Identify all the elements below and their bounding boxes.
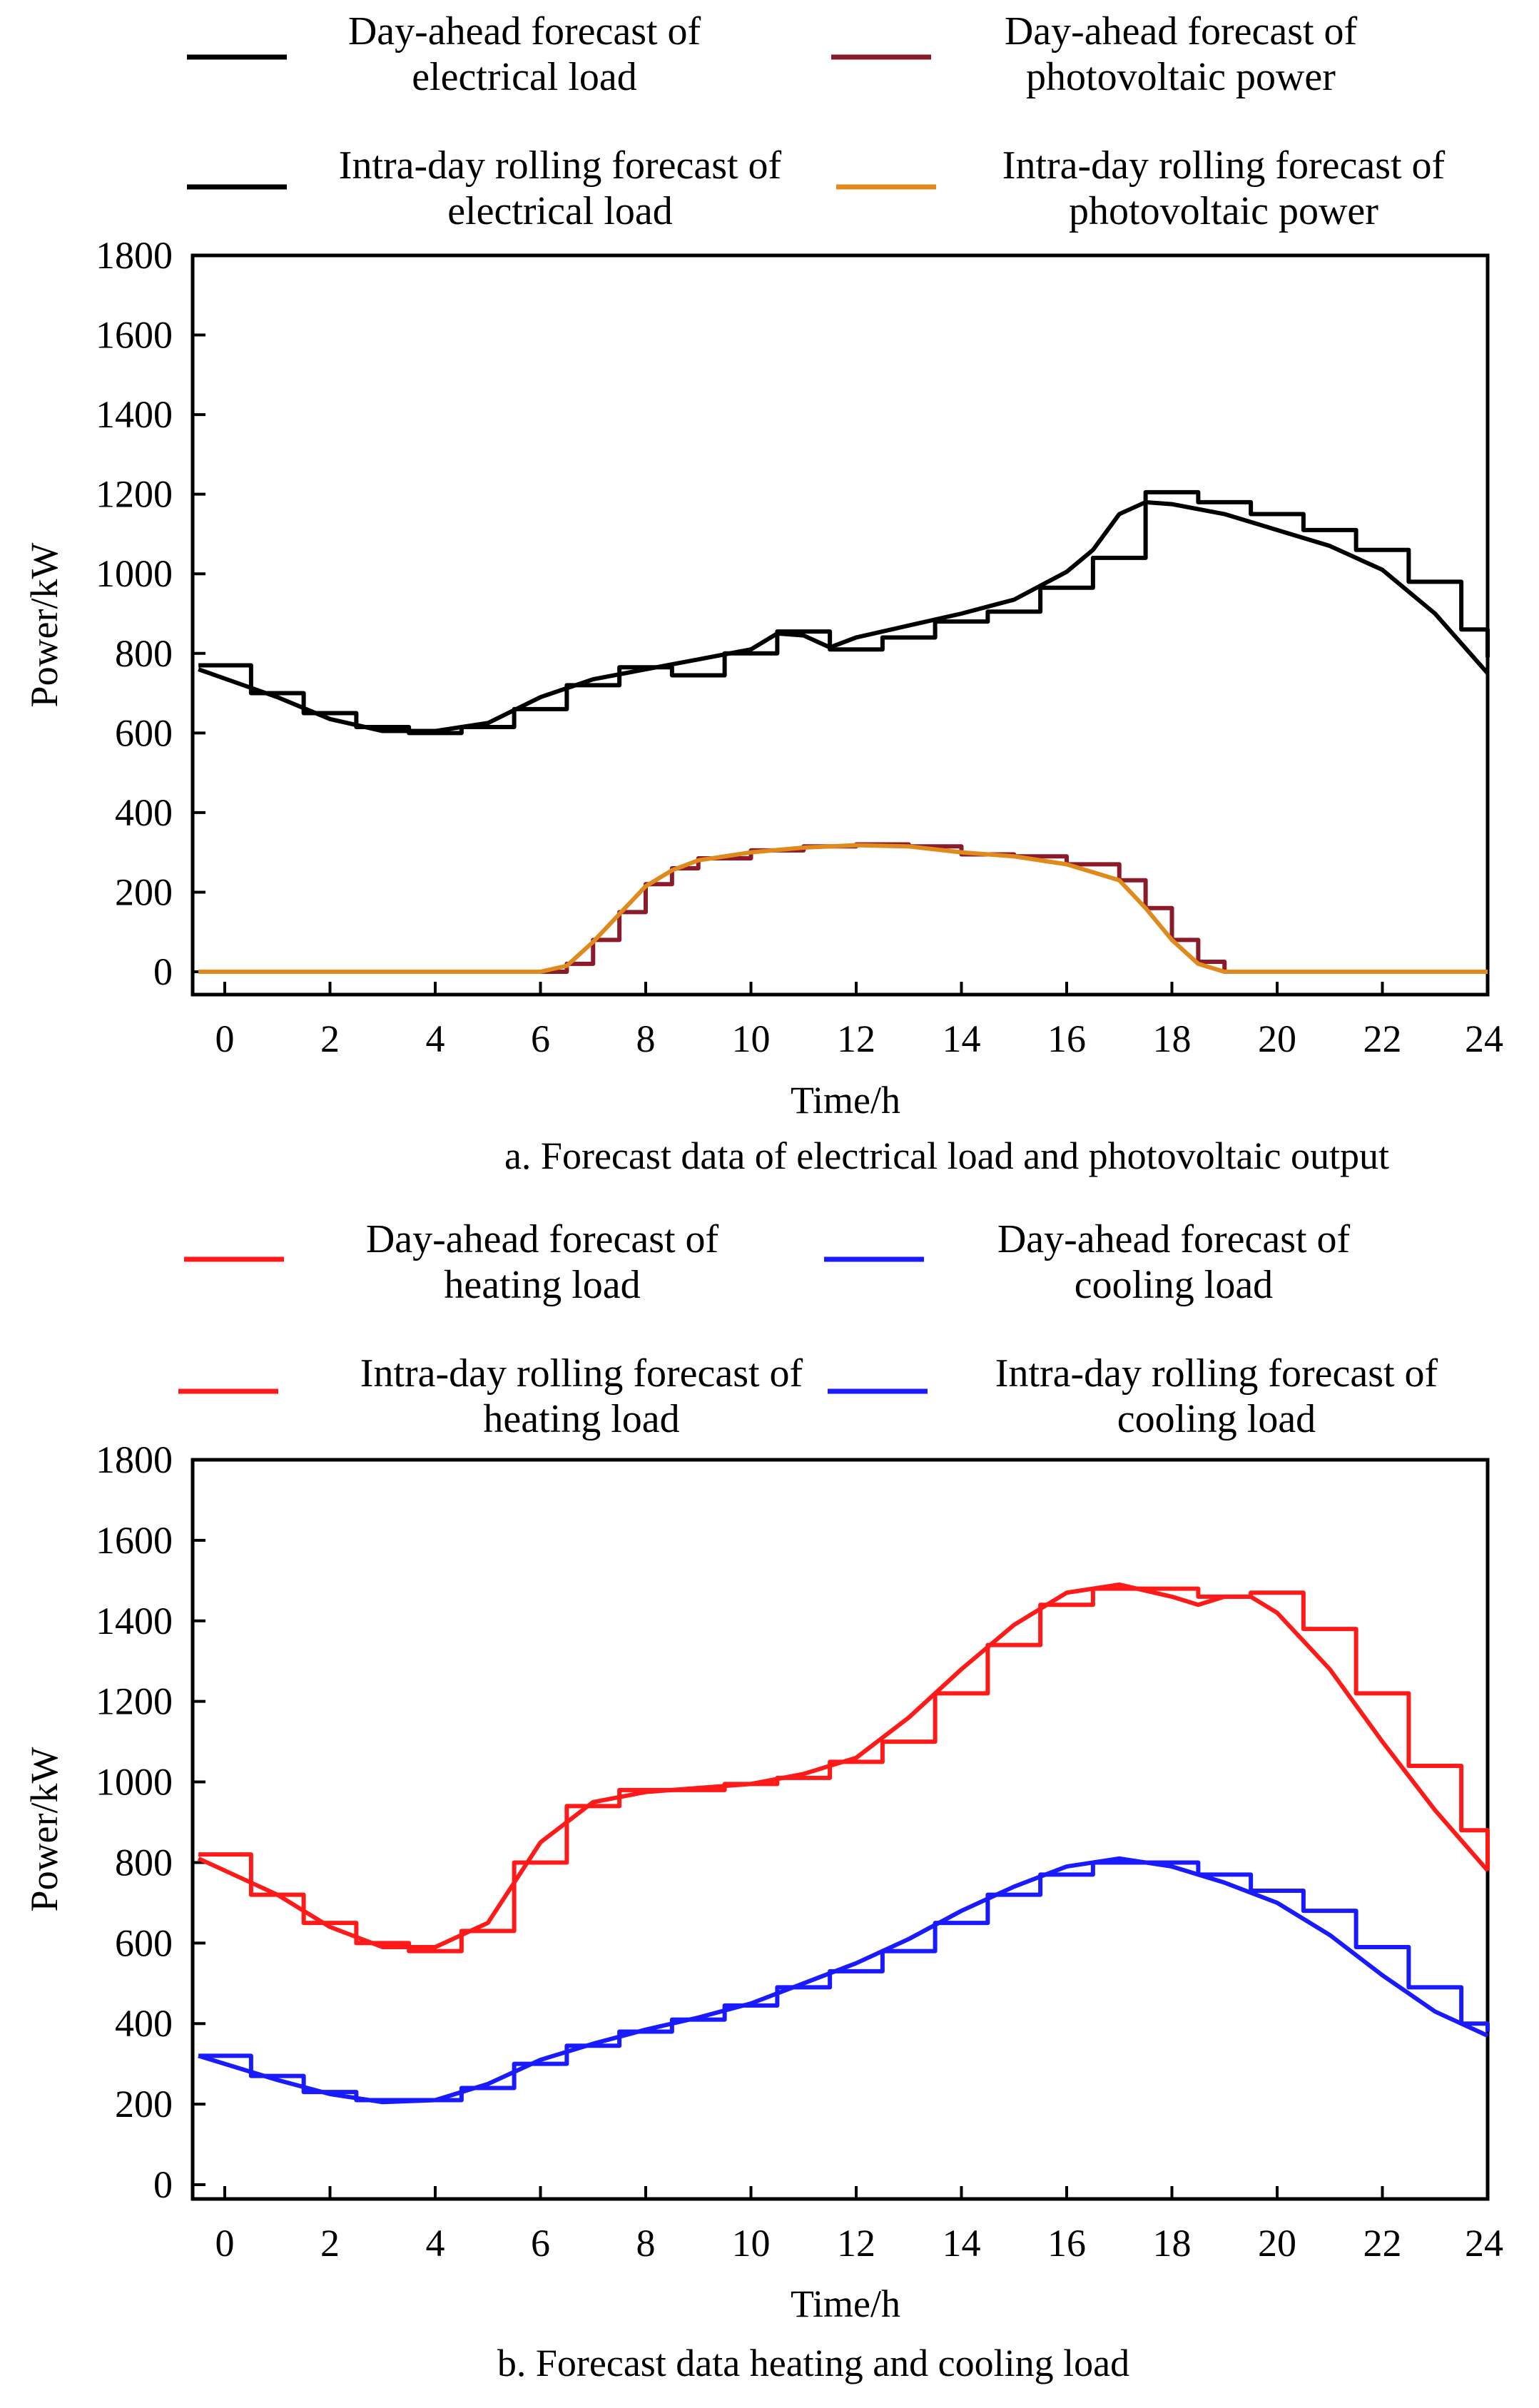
y-tick-label-a: 200 <box>115 870 173 913</box>
y-tick-label-b: 1200 <box>96 1680 173 1723</box>
plot-frame-a <box>191 253 1490 997</box>
y-tick-label-a: 600 <box>115 711 173 754</box>
y-tick-label-a: 1800 <box>96 234 173 277</box>
y-tick-label-a: 800 <box>115 632 173 675</box>
legend-label-intra-day-cooling-1: Intra-day rolling forecast of <box>995 1351 1438 1396</box>
y-tick-label-b: 0 <box>153 2163 173 2206</box>
y-tick-label-b: 800 <box>115 1841 173 1884</box>
series-a <box>198 489 1490 974</box>
x-axis-label-a: Time/h <box>791 1079 900 1122</box>
legend-label-day-ahead-pv-1: Day-ahead forecast of <box>1005 9 1358 54</box>
y-tick-label-b: 600 <box>115 1921 173 1964</box>
legend-b: Day-ahead forecast of heating load Day-a… <box>178 1217 1438 1441</box>
y-tick-label-a: 1000 <box>96 552 173 595</box>
x-tick-label-b: 24 <box>1465 2222 1503 2265</box>
x-tick-label-b: 0 <box>215 2222 235 2265</box>
series-line-a-0 <box>198 489 1490 736</box>
legend-label-day-ahead-cooling-2: cooling load <box>1075 1263 1273 1307</box>
series-line-b-2 <box>198 1860 1490 2103</box>
legend-label-day-ahead-electrical-2: electrical load <box>412 55 637 99</box>
series-b <box>197 1582 1490 2105</box>
y-tick-label-a: 0 <box>153 950 173 993</box>
legend-label-intra-day-pv-2: photovoltaic power <box>1069 189 1378 233</box>
panel-b: Day-ahead forecast of heating load Day-a… <box>23 1217 1503 2384</box>
panel-a: Day-ahead forecast of electrical load Da… <box>23 9 1503 1177</box>
y-tick-label-b: 200 <box>115 2083 173 2125</box>
x-tick-label-a: 20 <box>1258 1017 1296 1060</box>
series-line-b-0 <box>198 1586 1490 1954</box>
series-line-a-1 <box>198 499 1490 733</box>
legend-label-day-ahead-cooling-1: Day-ahead forecast of <box>997 1217 1351 1261</box>
y-tick-label-a: 400 <box>115 791 173 834</box>
legend-label-intra-day-heating-1: Intra-day rolling forecast of <box>360 1351 803 1396</box>
x-axis-label-b: Time/h <box>791 2282 900 2325</box>
legend-label-day-ahead-heating-1: Day-ahead forecast of <box>366 1217 719 1261</box>
x-tick-label-a: 4 <box>426 1017 445 1060</box>
y-tick-label-b: 1800 <box>96 1438 173 1481</box>
caption-b: b. Forecast data heating and cooling loa… <box>497 2342 1129 2384</box>
x-tick-label-b: 12 <box>837 2222 875 2265</box>
x-tick-label-b: 2 <box>320 2222 340 2265</box>
x-tick-label-b: 6 <box>531 2222 550 2265</box>
y-tick-label-a: 1200 <box>96 473 173 516</box>
y-tick-label-b: 1400 <box>96 1600 173 1642</box>
legend-label-day-ahead-electrical-1: Day-ahead forecast of <box>348 9 701 54</box>
x-tick-label-a: 6 <box>531 1017 550 1060</box>
x-tick-label-b: 20 <box>1258 2222 1296 2265</box>
series-line-a-3 <box>198 843 1488 974</box>
legend-a: Day-ahead forecast of electrical load Da… <box>187 9 1446 233</box>
series-line-b-3 <box>198 1856 1489 2105</box>
x-tick-label-a: 0 <box>215 1017 235 1060</box>
series-line-b-1 <box>197 1582 1490 1949</box>
legend-label-day-ahead-heating-2: heating load <box>444 1263 640 1307</box>
plot-frame-b <box>191 1458 1490 2201</box>
x-tick-label-b: 8 <box>636 2222 656 2265</box>
caption-a: a. Forecast data of electrical load and … <box>504 1134 1389 1177</box>
x-tick-label-a: 16 <box>1047 1017 1086 1060</box>
x-tick-label-a: 2 <box>320 1017 340 1060</box>
x-tick-label-b: 10 <box>732 2222 771 2265</box>
y-tick-label-a: 1400 <box>96 393 173 436</box>
y-tick-label-b: 1000 <box>96 1761 173 1804</box>
x-tick-label-a: 10 <box>732 1017 771 1060</box>
legend-label-intra-day-heating-2: heating load <box>483 1397 679 1441</box>
y-axis-label-a: Power/kW <box>23 542 66 707</box>
legend-label-intra-day-cooling-2: cooling load <box>1117 1397 1316 1441</box>
x-tick-label-b: 18 <box>1153 2222 1192 2265</box>
y-axis-label-b: Power/kW <box>23 1747 66 1911</box>
legend-label-intra-day-electrical-2: electrical load <box>447 189 673 233</box>
x-tick-label-a: 12 <box>837 1017 875 1060</box>
y-tick-label-b: 1600 <box>96 1519 173 1562</box>
x-tick-label-b: 22 <box>1363 2222 1402 2265</box>
x-tick-label-a: 14 <box>943 1017 981 1060</box>
x-tick-label-a: 22 <box>1363 1017 1402 1060</box>
y-tick-label-a: 1600 <box>96 314 173 357</box>
x-tick-label-b: 16 <box>1047 2222 1086 2265</box>
legend-label-intra-day-electrical-1: Intra-day rolling forecast of <box>339 143 782 188</box>
x-tick-label-b: 14 <box>943 2222 981 2265</box>
x-tick-label-a: 24 <box>1465 1017 1503 1060</box>
series-line-a-2 <box>198 842 1488 974</box>
y-tick-label-b: 400 <box>115 2002 173 2045</box>
x-tick-label-a: 18 <box>1153 1017 1192 1060</box>
legend-label-intra-day-pv-1: Intra-day rolling forecast of <box>1002 143 1446 188</box>
legend-label-day-ahead-pv-2: photovoltaic power <box>1026 55 1336 99</box>
x-tick-label-a: 8 <box>636 1017 656 1060</box>
x-tick-label-b: 4 <box>426 2222 445 2265</box>
